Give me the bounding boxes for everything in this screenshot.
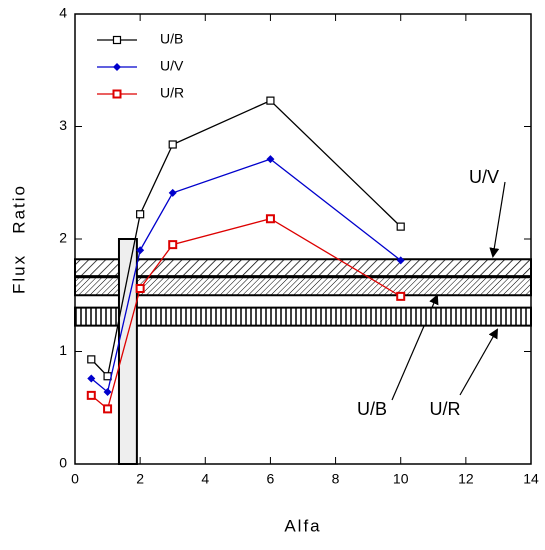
point [87, 355, 96, 364]
y-tick-label: 1 [59, 342, 67, 358]
legend-label: U/V [160, 58, 184, 74]
point [266, 96, 275, 105]
annotation-label: U/B [357, 399, 387, 419]
series-line [90, 158, 402, 394]
legend-marker [112, 89, 122, 99]
point [136, 246, 145, 255]
point [168, 188, 177, 197]
x-tick-label: 8 [332, 471, 340, 487]
y-tick-label: 0 [59, 455, 67, 471]
legend-marker [112, 35, 122, 45]
x-tick-label: 10 [393, 471, 409, 487]
point [168, 140, 177, 149]
point [86, 390, 96, 400]
y-tick-label: 2 [59, 230, 67, 246]
legend-label: U/R [160, 85, 184, 101]
point [136, 210, 145, 219]
point [396, 222, 405, 231]
annotation-arrow [489, 181, 506, 258]
x-axis-label: Alfa [284, 516, 321, 535]
annotation-arrow [459, 328, 498, 396]
band-region [74, 306, 532, 327]
y-tick-label: 3 [59, 117, 67, 133]
point [87, 374, 96, 383]
plot-frame [74, 13, 532, 465]
legend-label: U/B [160, 31, 183, 47]
point [265, 214, 275, 224]
point [396, 291, 406, 301]
y-tick-label: 4 [59, 5, 67, 21]
point [168, 240, 178, 250]
point [103, 388, 112, 396]
x-tick-label: 6 [267, 471, 275, 487]
point [103, 404, 113, 414]
x-tick-label: 14 [523, 471, 539, 487]
x-tick-label: 0 [71, 471, 79, 487]
y-axis-label: Flux Ratio [9, 184, 28, 294]
x-tick-label: 4 [201, 471, 209, 487]
point [396, 256, 405, 265]
x-tick-label: 2 [136, 471, 144, 487]
annotation-label: U/R [430, 399, 461, 419]
x-tick-label: 12 [458, 471, 474, 487]
annotation-label: U/V [469, 167, 499, 187]
legend-marker [113, 63, 121, 71]
point [135, 284, 145, 293]
point [266, 155, 275, 164]
band-region [74, 258, 532, 278]
